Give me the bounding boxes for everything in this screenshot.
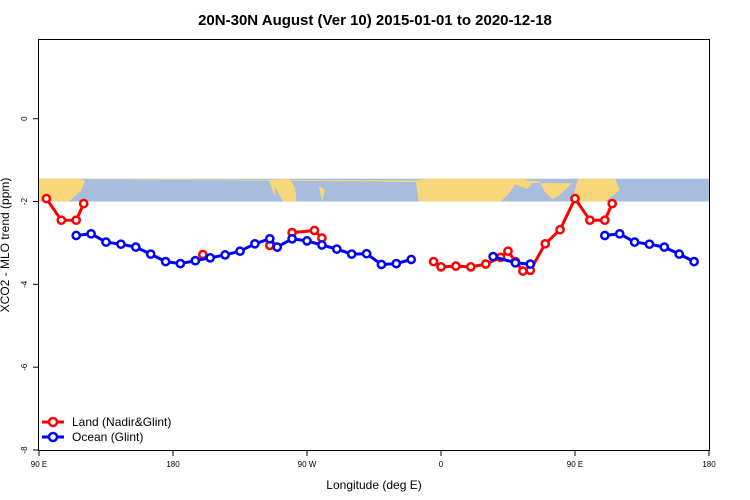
map-landmass-3	[268, 178, 276, 197]
data-point	[525, 259, 536, 269]
data-point	[629, 237, 640, 247]
data-point	[331, 244, 342, 254]
map-landmass-2	[269, 178, 297, 202]
data-point	[220, 250, 230, 260]
data-point	[101, 237, 111, 247]
data-point	[599, 215, 610, 226]
data-point	[145, 249, 156, 259]
y-tick-label: -8	[20, 446, 29, 454]
y-tick-label: -4	[20, 280, 29, 288]
map-band	[39, 178, 709, 202]
data-point	[570, 193, 580, 204]
data-point	[599, 230, 610, 241]
data-point	[436, 262, 446, 272]
data-point	[309, 225, 320, 236]
data-point	[78, 198, 89, 209]
data-point	[197, 249, 208, 260]
map-landmass-7	[490, 181, 495, 195]
data-point	[250, 238, 260, 249]
data-point	[175, 258, 186, 269]
data-point	[585, 215, 595, 226]
data-point	[480, 259, 491, 269]
y-axis: 0 -2 -4 -6 -8	[20, 116, 39, 454]
data-point	[428, 256, 439, 267]
series-land	[41, 193, 618, 276]
data-point	[376, 259, 387, 270]
x-tick-label: 90 E	[567, 460, 583, 469]
legend-land-marker	[47, 416, 59, 428]
x-axis: 90 E 180 90 W 0 90 E 180	[31, 450, 716, 469]
y-tick-label: 0	[20, 116, 29, 121]
data-point	[488, 251, 498, 262]
chart-title: 20N-30N August (Ver 10) 2015-01-01 to 20…	[198, 12, 552, 29]
data-point	[614, 228, 625, 239]
series-line	[45, 197, 86, 222]
data-point	[510, 257, 521, 268]
data-point	[465, 262, 476, 272]
y-tick-label: -2	[20, 197, 29, 205]
data-point	[317, 240, 327, 250]
data-point	[160, 256, 171, 267]
map-landmass-0	[39, 178, 86, 202]
data-point	[674, 249, 685, 259]
x-tick-label: 180	[702, 460, 716, 469]
map-landmass-4	[318, 185, 325, 202]
data-point	[264, 233, 275, 244]
x-tick-label: 90 W	[298, 460, 317, 469]
legend-ocean-label: Ocean (Glint)	[72, 430, 143, 444]
data-point	[86, 228, 96, 239]
x-tick-label: 180	[166, 460, 180, 469]
data-point	[71, 230, 82, 241]
data-point	[346, 249, 357, 259]
data-point	[361, 248, 372, 259]
data-point	[302, 236, 312, 246]
data-point	[116, 239, 126, 250]
legend-land-label: Land (Nadir&Glint)	[72, 415, 171, 429]
data-point	[190, 255, 201, 266]
legend: Land (Nadir&Glint) Ocean (Glint)	[42, 415, 171, 444]
data-point	[659, 242, 670, 252]
data-point	[41, 193, 52, 204]
series-line	[432, 197, 614, 273]
legend-ocean-marker	[47, 431, 59, 443]
series-layer	[41, 193, 699, 276]
data-point	[56, 215, 67, 226]
data-point	[130, 242, 141, 252]
data-point	[555, 224, 565, 235]
map-landmass-1	[572, 178, 620, 202]
plot-frame	[38, 39, 710, 451]
series-ocean	[71, 228, 699, 270]
data-point	[391, 258, 402, 269]
y-tick-label: -6	[20, 363, 29, 371]
data-point	[272, 242, 283, 252]
data-point	[287, 233, 297, 244]
map-landmass-5	[415, 178, 534, 202]
x-tick-label: 90 E	[31, 460, 47, 469]
x-axis-label: Longitude (deg E)	[326, 478, 421, 492]
data-point	[451, 261, 461, 271]
data-point	[235, 246, 245, 257]
map-land	[39, 178, 620, 202]
data-point	[71, 215, 82, 226]
data-point	[503, 246, 513, 257]
data-point	[689, 256, 699, 267]
data-point	[644, 239, 655, 250]
data-point	[518, 266, 528, 276]
data-point	[406, 254, 417, 265]
y-axis-label: XCO2 - MLO trend (ppm)	[0, 178, 12, 313]
data-point	[540, 238, 551, 249]
data-point	[205, 252, 216, 263]
x-tick-label: 0	[439, 460, 444, 469]
data-point	[607, 198, 618, 209]
